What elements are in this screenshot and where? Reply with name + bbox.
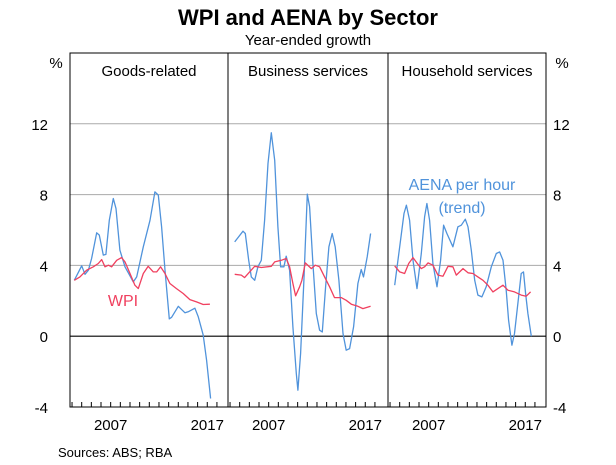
- series-line-aena: [394, 202, 532, 346]
- x-tick-label: 2007: [94, 417, 127, 434]
- plot-frame: [69, 52, 547, 408]
- y-tick-label-right: 12: [553, 117, 570, 134]
- x-tick-label: 2007: [412, 417, 445, 434]
- y-unit-left: %: [49, 55, 62, 72]
- y-tick-label-left: -4: [35, 400, 48, 417]
- y-tick-label-right: 8: [553, 188, 561, 205]
- y-tick-label-right: -4: [553, 400, 566, 417]
- chart-subtitle: Year-ended growth: [245, 32, 371, 49]
- series-line-aena: [73, 191, 212, 399]
- aena-annotation-line1: AENA per hour: [409, 177, 516, 194]
- y-tick-label-left: 12: [31, 117, 48, 134]
- aena-annotation-line2: (trend): [438, 200, 485, 217]
- panel-title-business: Business services: [248, 63, 368, 80]
- panel-title-goods: Goods-related: [101, 63, 196, 80]
- y-tick-label-left: 4: [40, 258, 48, 275]
- chart-title: WPI and AENA by Sector: [178, 5, 438, 30]
- series-line-wpi: [234, 257, 371, 310]
- series-line-wpi: [394, 256, 532, 297]
- panel-title-household: Household services: [402, 63, 533, 80]
- wpi-annotation: WPI: [108, 293, 138, 310]
- y-tick-label-left: 0: [40, 329, 48, 346]
- series-line-aena: [234, 132, 372, 391]
- y-unit-right: %: [555, 55, 568, 72]
- series-line-wpi: [73, 256, 210, 306]
- x-tick-label: 2017: [349, 417, 382, 434]
- x-tick-label: 2017: [509, 417, 542, 434]
- x-tick-label: 2017: [191, 417, 224, 434]
- source-note: Sources: ABS; RBA: [58, 445, 172, 460]
- y-tick-label-left: 8: [40, 188, 48, 205]
- x-tick-label: 2007: [252, 417, 285, 434]
- y-tick-label-right: 4: [553, 258, 561, 275]
- y-tick-label-right: 0: [553, 329, 561, 346]
